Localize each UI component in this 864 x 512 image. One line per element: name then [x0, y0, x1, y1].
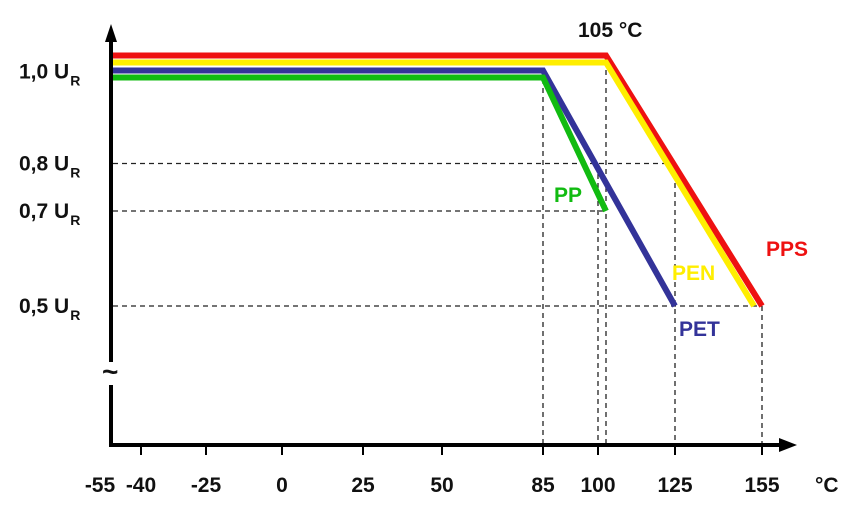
series-line-pet [112, 67, 678, 308]
x-tick-label: 155 [744, 474, 779, 497]
x-tick-label: 25 [351, 474, 375, 497]
reference-dashed-lines [113, 61, 763, 443]
series-labels: PPS PEN PET PP [554, 184, 808, 341]
x-tick-label: -40 [126, 474, 156, 497]
y-tick-label: 0,5 UR [19, 295, 80, 323]
x-tick-label: -25 [191, 474, 222, 497]
x-tick-label: 100 [580, 474, 615, 497]
x-axis-arrow [779, 438, 797, 452]
y-axis-arrow [105, 24, 117, 42]
y-tick-label: 0,7 UR [19, 200, 80, 228]
y-tick-label: 1,0 UR [19, 61, 80, 89]
x-tick-label: 0 [276, 474, 288, 497]
series-line-pp [112, 74, 609, 213]
axis-break-symbol: ~ [102, 356, 118, 387]
y-ticks: 1,0 UR 0,8 UR 0,7 UR 0,5 UR [19, 61, 80, 324]
y-tick-label: 0,8 UR [19, 153, 80, 181]
series-lines [112, 52, 765, 308]
series-line-pps [112, 52, 765, 308]
series-line-pen [112, 59, 757, 308]
series-label-pp: PP [554, 184, 582, 207]
axes: ~ [102, 24, 797, 452]
x-tick-label: 50 [430, 474, 453, 497]
x-tick-label: 125 [657, 474, 692, 497]
x-axis-unit: °C [815, 474, 839, 497]
series-label-pen: PEN [672, 262, 715, 285]
x-ticks: -55 -40 -25 0 25 50 85 100 125 155 [85, 445, 780, 497]
x-tick-label: 85 [531, 474, 555, 497]
series-label-pet: PET [679, 318, 720, 341]
annotation-105c: 105 °C [578, 19, 642, 42]
series-label-pps: PPS [766, 238, 808, 261]
x-tick-label: -55 [85, 474, 116, 497]
